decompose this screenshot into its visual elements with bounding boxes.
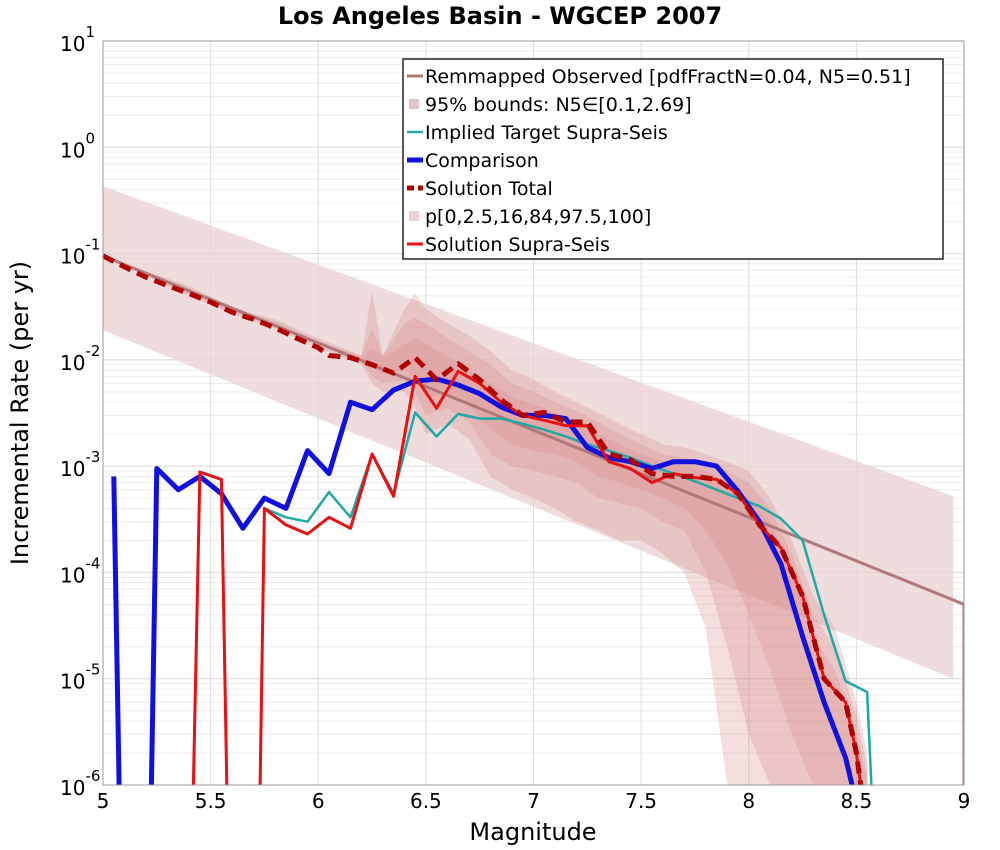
y-tick-label: 101 [60, 23, 95, 56]
series-percentile-band-2 [103, 255, 868, 785]
x-tick-label: 6 [312, 789, 325, 813]
legend-label-supra: Solution Supra-Seis [425, 234, 610, 256]
x-tick-label: 7.5 [625, 789, 657, 813]
x-axis-ticks: 5 5.5 6 6.5 7 7.5 8 8.5 9 [97, 789, 971, 813]
chart-title: Los Angeles Basin - WGCEP 2007 [278, 2, 722, 30]
y-axis-ticks: 101 100 10-1 10-2 10-3 10-4 10-5 10-6 [60, 23, 100, 800]
legend-label-percentile: p[0,2.5,16,84,97.5,100] [425, 206, 651, 228]
y-axis-label: Incremental Rate (per yr) [6, 261, 34, 565]
series-line-supra-2 [258, 369, 863, 785]
y-tick-label: 100 [60, 129, 95, 162]
y-tick-label: 10-3 [60, 448, 100, 481]
x-tick-label: 6.5 [410, 789, 442, 813]
plot-border [102, 40, 965, 786]
x-tick-label: 5.5 [195, 789, 227, 813]
x-tick-label: 7 [527, 789, 540, 813]
legend-label-total: Solution Total [425, 178, 553, 200]
legend-label-bounds95: 95% bounds: N5∈[0.1,2.69] [425, 94, 692, 116]
y-tick-label: 10-5 [60, 661, 100, 694]
series-percentile-band-3 [103, 255, 868, 785]
series-line-comparison-1 [111, 476, 122, 785]
series-line-comparison-2 [148, 376, 855, 785]
x-tick-label: 9 [958, 789, 971, 813]
series-percentile-band-1 [103, 255, 868, 785]
legend-label-remapped: Remmapped Observed [pdfFractN=0.04, N5=0… [425, 66, 911, 88]
x-tick-label: 5 [97, 789, 110, 813]
series-95pct-bounds [103, 186, 954, 679]
legend-swatch-percentile [409, 211, 419, 221]
y-tick-label: 10-6 [60, 767, 100, 800]
plot-series [103, 186, 964, 785]
series-line-supra-1 [191, 470, 229, 785]
legend-box [402, 58, 944, 260]
y-tick-label: 10-4 [60, 554, 100, 587]
x-tick-label: 8.5 [840, 789, 872, 813]
legend: Remmapped Observed [pdfFractN=0.04, N5=0… [402, 58, 944, 260]
x-tick-label: 8 [742, 789, 755, 813]
x-axis-label: Magnitude [469, 818, 596, 846]
legend-label-implied: Implied Target Supra-Seis [425, 122, 668, 144]
legend-swatch-bounds95 [409, 99, 419, 109]
y-tick-label: 10-1 [60, 236, 100, 269]
y-tick-label: 10-2 [60, 342, 100, 375]
series-line-total [103, 253, 864, 785]
legend-label-comparison: Comparison [425, 150, 539, 172]
